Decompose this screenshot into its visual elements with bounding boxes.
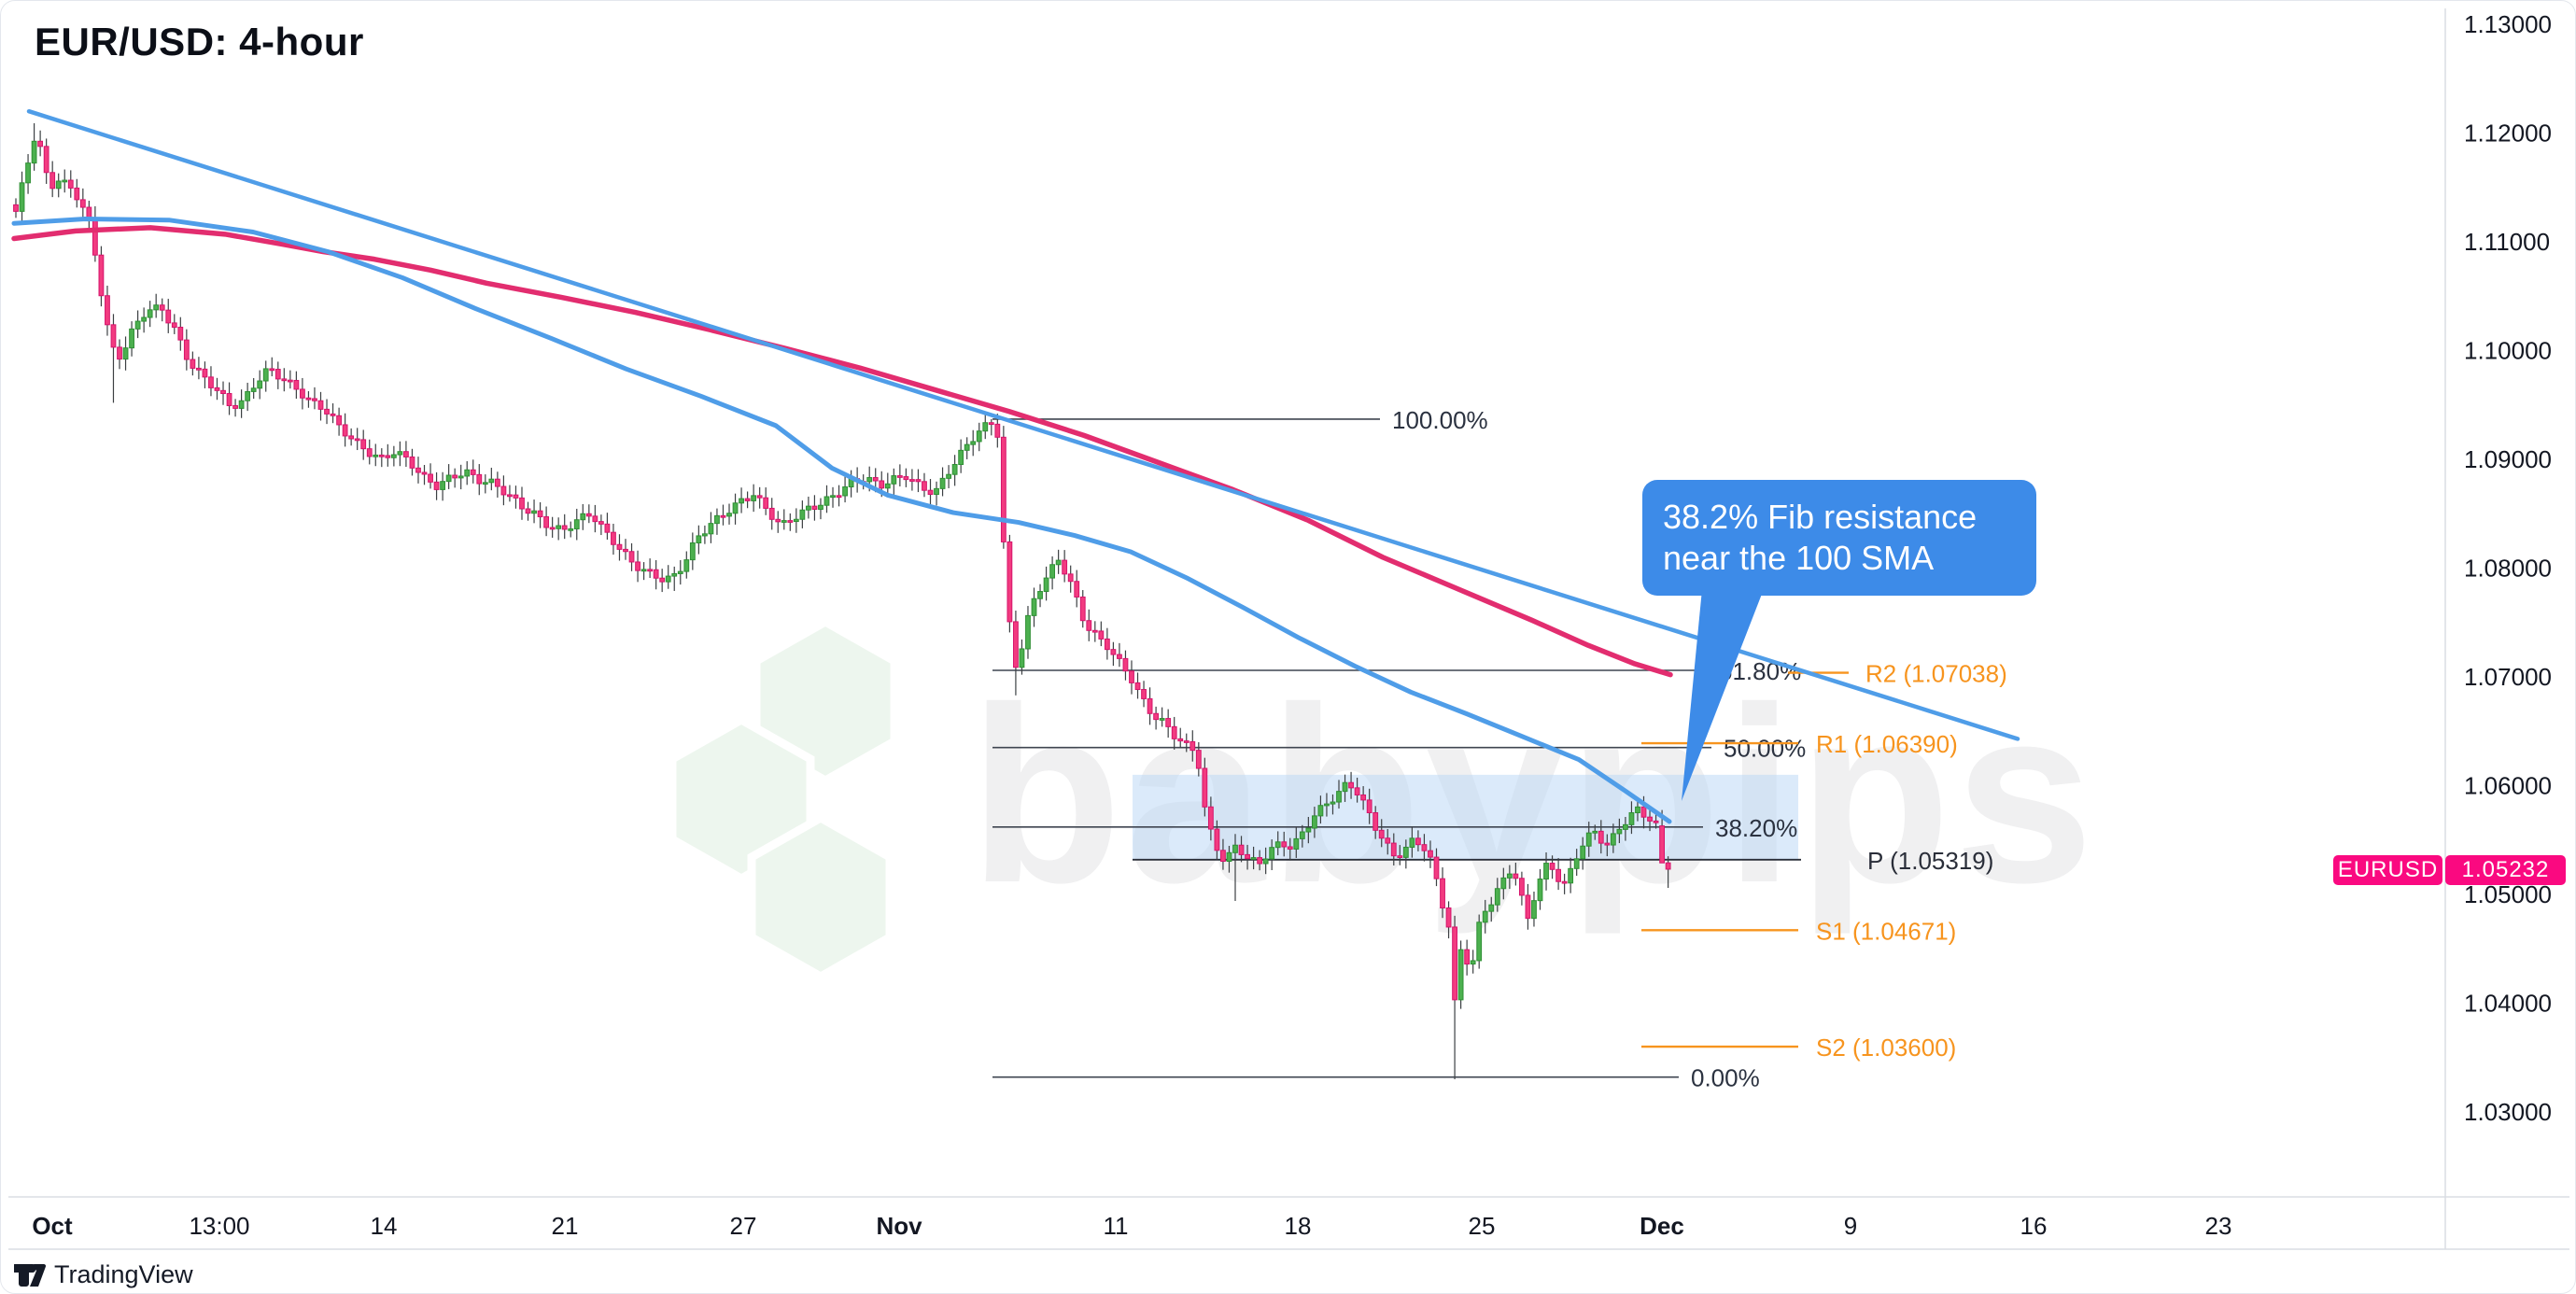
svg-text:18: 18: [1285, 1212, 1312, 1240]
svg-text:23: 23: [2205, 1212, 2232, 1240]
svg-text:R2 (1.07038): R2 (1.07038): [1865, 660, 2007, 688]
svg-text:16: 16: [2020, 1212, 2048, 1240]
svg-text:Nov: Nov: [876, 1212, 922, 1240]
svg-text:1.04000: 1.04000: [2464, 990, 2552, 1018]
tradingview-logo[interactable]: TradingView: [14, 1259, 193, 1289]
svg-text:R1 (1.06390): R1 (1.06390): [1816, 730, 1958, 758]
svg-text:13:00: 13:00: [189, 1212, 249, 1240]
svg-text:1.06000: 1.06000: [2464, 772, 2552, 800]
svg-text:21: 21: [552, 1212, 579, 1240]
svg-text:1.07000: 1.07000: [2464, 663, 2552, 691]
symbol-name-label: EURUSD: [2333, 855, 2442, 885]
tradingview-logo-text: TradingView: [54, 1259, 193, 1288]
last-price-label: 1.05232: [2445, 855, 2566, 885]
svg-text:27: 27: [730, 1212, 757, 1240]
svg-text:Dec: Dec: [1640, 1212, 1684, 1240]
svg-text:1.09000: 1.09000: [2464, 445, 2552, 473]
svg-text:14: 14: [371, 1212, 398, 1240]
callout-line1: 38.2% Fib resistance: [1663, 498, 1978, 536]
svg-text:1.03000: 1.03000: [2464, 1098, 2552, 1126]
svg-text:P (1.05319): P (1.05319): [1867, 847, 1993, 875]
svg-text:Oct: Oct: [32, 1212, 73, 1240]
svg-text:S2 (1.03600): S2 (1.03600): [1816, 1034, 1956, 1062]
svg-text:1.11000: 1.11000: [2464, 228, 2550, 256]
svg-text:9: 9: [1844, 1212, 1857, 1240]
tradingview-logo-icon: [14, 1263, 46, 1287]
svg-text:50.00%: 50.00%: [1724, 735, 1806, 763]
fib-callout-annotation[interactable]: 38.2% Fib resistance near the 100 SMA: [1642, 480, 2036, 596]
page-title: EUR/USD: 4-hour: [35, 20, 364, 63]
svg-text:1.12000: 1.12000: [2464, 120, 2552, 148]
svg-text:S1 (1.04671): S1 (1.04671): [1816, 917, 1956, 945]
svg-text:38.20%: 38.20%: [1715, 814, 1797, 842]
svg-text:25: 25: [1469, 1212, 1496, 1240]
svg-text:1.05000: 1.05000: [2464, 880, 2552, 908]
svg-text:1.10000: 1.10000: [2464, 337, 2552, 365]
svg-text:100.00%: 100.00%: [1392, 406, 1488, 434]
svg-text:0.00%: 0.00%: [1691, 1064, 1760, 1092]
svg-text:1.13000: 1.13000: [2464, 10, 2552, 38]
callout-line2: near the 100 SMA: [1663, 539, 1935, 577]
svg-text:1.08000: 1.08000: [2464, 555, 2552, 583]
symbol-price-tag: EURUSD 1.05232: [2333, 855, 2566, 885]
svg-text:11: 11: [1104, 1212, 1129, 1240]
